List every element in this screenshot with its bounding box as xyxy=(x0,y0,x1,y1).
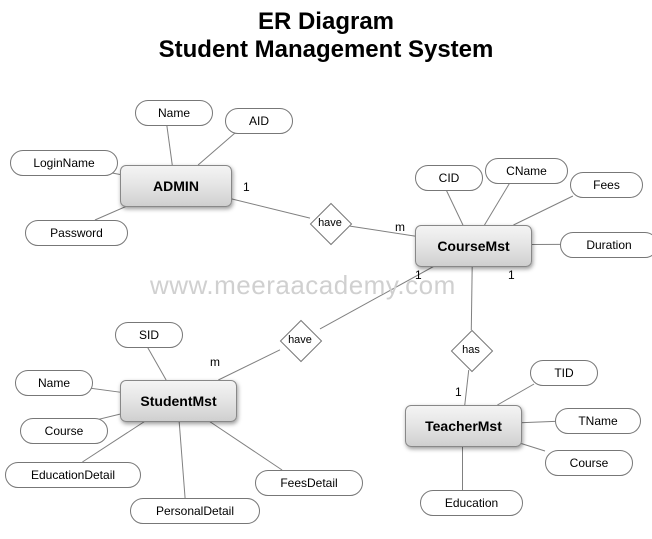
attr-s_course: Course xyxy=(20,418,108,444)
cardinality-r_have2-to: m xyxy=(210,355,220,369)
attr-s_name: Name xyxy=(15,370,93,396)
entity-admin: ADMIN xyxy=(120,165,232,207)
attr-c_fees: Fees xyxy=(570,172,643,198)
attr-t_tid: TID xyxy=(530,360,598,386)
attr-s_fees: FeesDetail xyxy=(255,470,363,496)
watermark-text: www.meeraacademy.com xyxy=(150,270,456,301)
rel-r_have1: have xyxy=(310,203,350,243)
rel-r_has: has xyxy=(451,330,491,370)
attr-a_login: LoginName xyxy=(10,150,118,176)
cardinality-r_have1-from: 1 xyxy=(243,180,250,194)
cardinality-r_have1-to: m xyxy=(395,220,405,234)
attr-a_pwd: Password xyxy=(25,220,128,246)
attr-c_cname: CName xyxy=(485,158,568,184)
rel-r_have2: have xyxy=(280,320,320,360)
attr-a_name: Name xyxy=(135,100,213,126)
entity-course: CourseMst xyxy=(415,225,532,267)
entity-teacher: TeacherMst xyxy=(405,405,522,447)
cardinality-r_have2-from: 1 xyxy=(415,268,422,282)
diagram-title-line2: Student Management System xyxy=(0,36,652,64)
attr-t_edu: Education xyxy=(420,490,523,516)
attr-s_pers: PersonalDetail xyxy=(130,498,260,524)
attr-c_dur: Duration xyxy=(560,232,652,258)
attr-a_aid: AID xyxy=(225,108,293,134)
attr-c_cid: CID xyxy=(415,165,483,191)
cardinality-r_has-to: 1 xyxy=(455,385,462,399)
diagram-title-line1: ER Diagram xyxy=(0,8,652,36)
attr-s_edu: EducationDetail xyxy=(5,462,141,488)
attr-t_course: Course xyxy=(545,450,633,476)
cardinality-r_has-from: 1 xyxy=(508,268,515,282)
entity-student: StudentMst xyxy=(120,380,237,422)
attr-t_tname: TName xyxy=(555,408,641,434)
attr-s_sid: SID xyxy=(115,322,183,348)
